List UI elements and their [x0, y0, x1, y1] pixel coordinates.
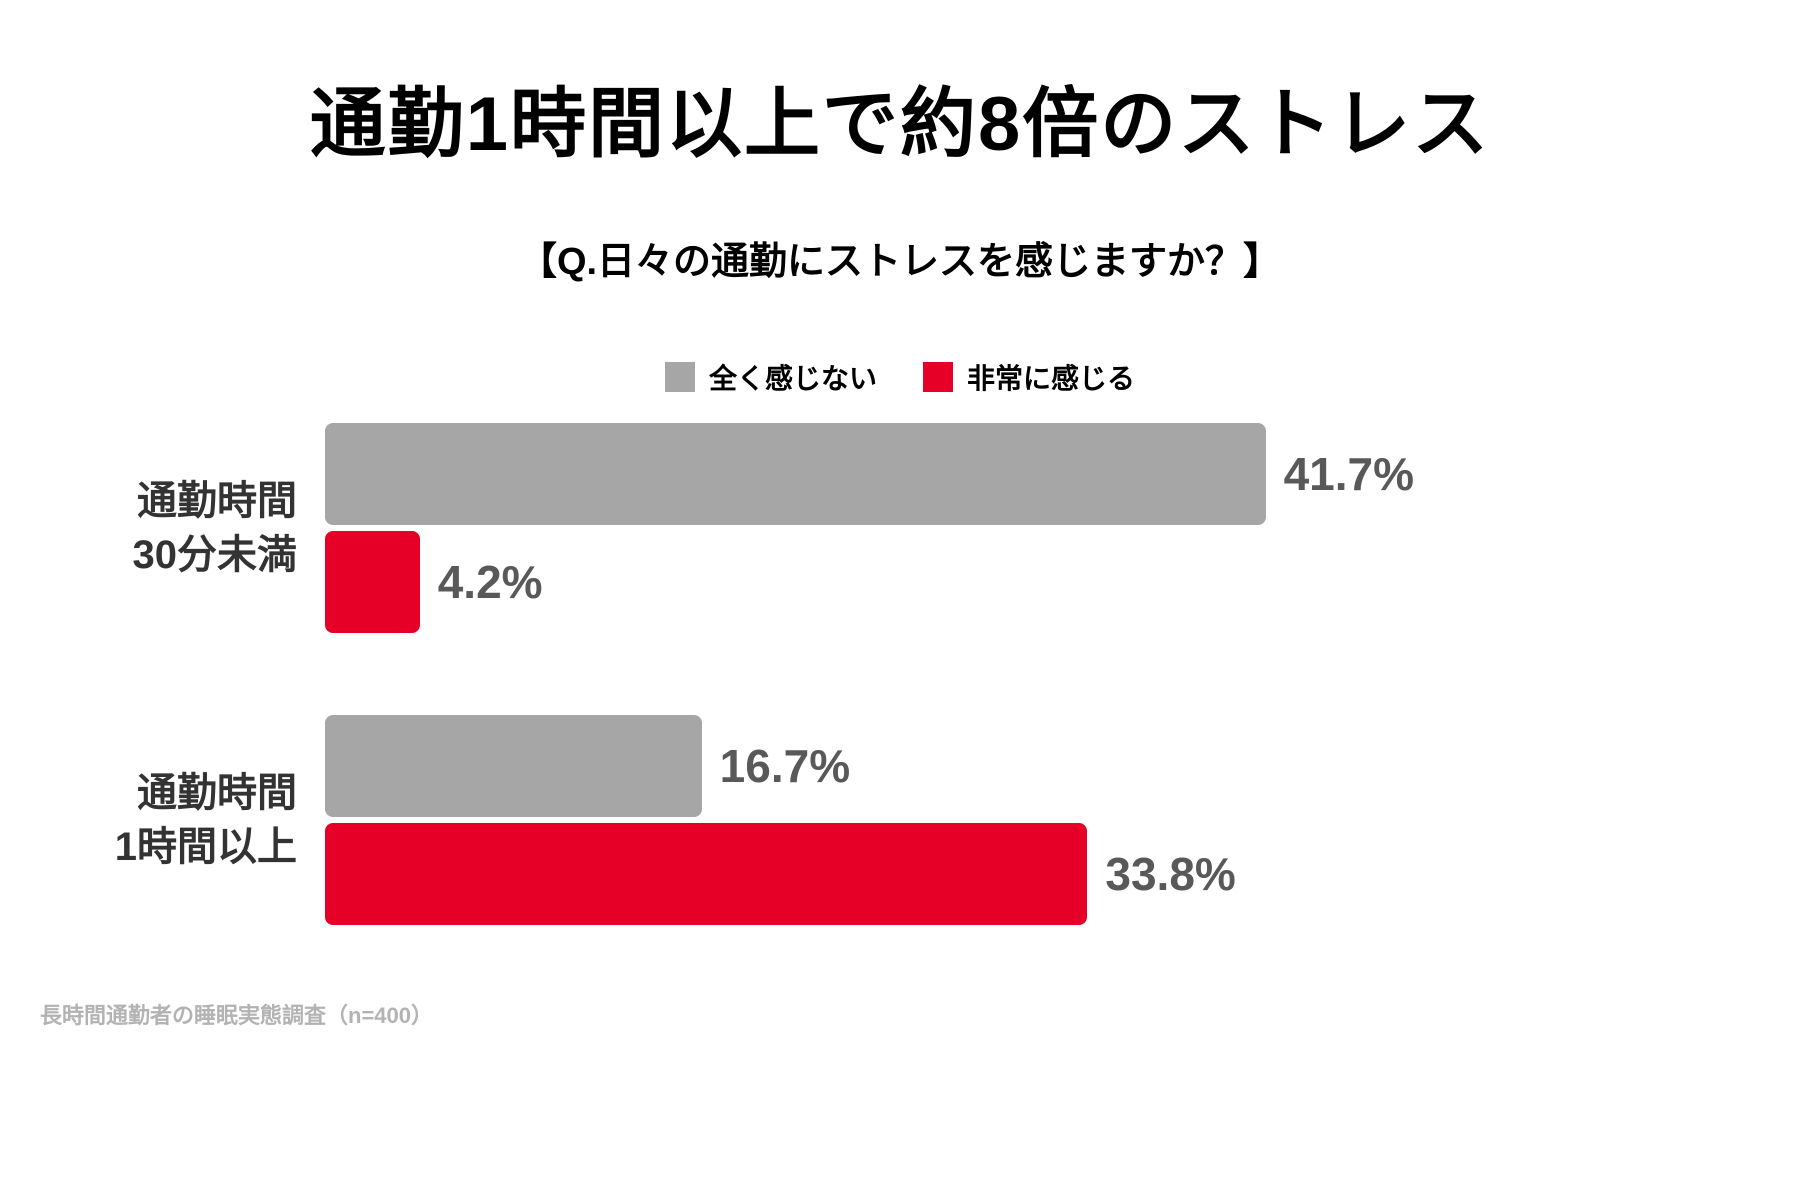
- bars-under-30min: 41.7% 4.2%: [325, 423, 1414, 633]
- bar-row-red-under-30min: 4.2%: [325, 531, 1340, 633]
- bar-value-red-over-1hour: 33.8%: [1105, 848, 1236, 900]
- category-label-under-30min: 通勤時間 30分未満: [132, 479, 298, 577]
- source-note: 長時間通勤者の睡眠実態調査（n=400）: [40, 1003, 433, 1028]
- bar-value-gray-over-1hour: 16.7%: [719, 740, 851, 792]
- bar-row-gray-over-1hour: 16.7%: [325, 715, 1340, 817]
- bar-gray-under-30min: [325, 423, 1266, 525]
- legend: 全く感じない 非常に感じる: [0, 357, 1800, 397]
- bar-value-gray-under-30min: 41.7%: [1283, 448, 1414, 500]
- bar-group-over-1hour: 通勤時間 1時間以上 16.7% 33.8%: [0, 715, 1800, 925]
- bar-red-over-1hour: [325, 823, 1088, 925]
- legend-item-strong: 非常に感じる: [923, 357, 1135, 397]
- bar-row-red-over-1hour: 33.8%: [325, 823, 1340, 925]
- chart-subtitle: 【Q.日々の通勤にストレスを感じますか？】: [518, 241, 1282, 283]
- legend-swatch-gray-icon: [664, 362, 695, 392]
- bar-value-red-under-30min: 4.2%: [437, 556, 543, 608]
- legend-item-none: 全く感じない: [664, 357, 877, 397]
- bar-chart: 通勤時間 30分未満 41.7% 4.2% 通勤時間 1時間以上 16.7%: [0, 423, 1800, 925]
- bar-group-under-30min: 通勤時間 30分未満 41.7% 4.2%: [0, 423, 1800, 633]
- bars-over-1hour: 16.7% 33.8%: [325, 715, 1340, 925]
- legend-swatch-red-icon: [923, 362, 953, 392]
- legend-label-none: 全く感じない: [708, 363, 877, 394]
- category-label-over-1hour: 通勤時間 1時間以上: [114, 771, 297, 869]
- bar-red-under-30min: [325, 531, 420, 633]
- bar-row-gray-under-30min: 41.7%: [325, 423, 1414, 525]
- bar-gray-over-1hour: [325, 715, 702, 817]
- legend-label-strong: 非常に感じる: [967, 363, 1136, 394]
- chart-title: 通勤1時間以上で約8倍のストレス: [309, 82, 1491, 167]
